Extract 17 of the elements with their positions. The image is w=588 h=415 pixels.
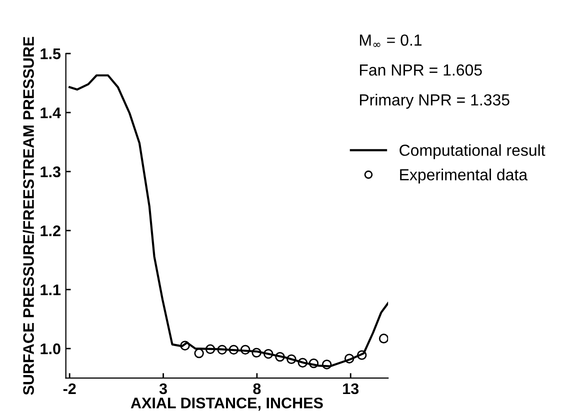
y-tick-label: 1.3 — [40, 166, 60, 178]
y-tick-label: 1.5 — [40, 48, 61, 60]
y-tick-label: 1.0 — [40, 343, 60, 354]
legend-label: Computational result — [400, 144, 546, 160]
annotation: Fan NPR = 1.605 — [360, 64, 482, 76]
annotation: Primary NPR = 1.335 — [360, 94, 510, 109]
x-tick-label: 3 — [159, 383, 167, 394]
y-axis-title: SURFACE PRESSURE/FREESTREAM PRESSURE — [22, 36, 34, 395]
x-tick-label: 8 — [253, 383, 261, 394]
y-tick-label: 1.1 — [40, 284, 61, 296]
x-axis-title: AXIAL DISTANCE, INCHES — [130, 398, 323, 411]
x-tick-label: 13 — [343, 383, 359, 394]
y-tick-label: 1.4 — [40, 108, 61, 118]
text: M$_{∞}$ = 0.1 — [360, 34, 422, 47]
legend-label: Experimental data — [400, 168, 528, 184]
y-tick-label: 1.2 — [40, 225, 60, 236]
x-tick-label: -2 — [63, 383, 76, 394]
